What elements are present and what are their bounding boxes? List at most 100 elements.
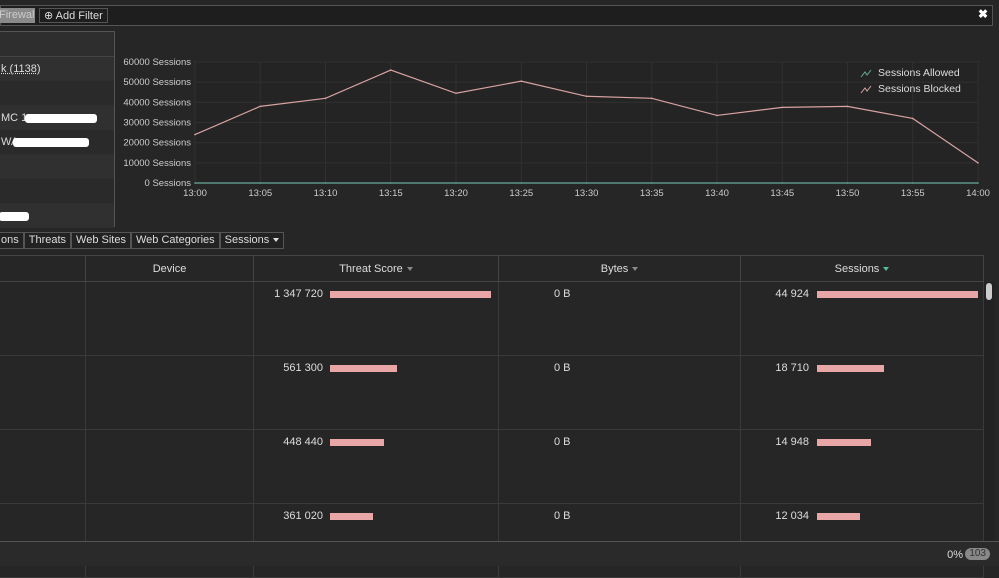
sessions-bar xyxy=(817,291,978,298)
tab-web-categories[interactable]: Web Categories xyxy=(130,232,220,249)
threat-score-value: 448 440 xyxy=(283,436,323,448)
list-item[interactable] xyxy=(0,81,114,106)
data-point xyxy=(520,182,523,184)
list-item-label[interactable]: MC 1 xyxy=(1,111,28,124)
threat-score-value: 1 347 720 xyxy=(274,288,323,300)
threat-score-bar xyxy=(330,291,491,298)
scrollbar[interactable] xyxy=(984,282,995,542)
column-header-sessions[interactable]: Sessions xyxy=(741,256,984,282)
data-point xyxy=(194,133,196,136)
data-point xyxy=(650,182,653,184)
plus-circle-icon: ⊕ xyxy=(44,10,56,22)
threat-score-value: 561 300 xyxy=(283,362,323,374)
cell xyxy=(0,430,86,504)
data-point xyxy=(650,97,653,100)
list-item[interactable]: k (1138) xyxy=(0,56,114,81)
sort-icon xyxy=(406,267,413,272)
list-item[interactable]: WA xyxy=(0,130,114,155)
y-tick-label: 60000 Sessions xyxy=(123,57,191,68)
scrollbar-thumb[interactable] xyxy=(986,283,992,300)
x-tick-label: 13:30 xyxy=(575,188,599,199)
data-point xyxy=(455,92,457,95)
left-list-panel: k (1138) MC 1 WA xyxy=(0,31,115,228)
close-icon[interactable]: ✖ xyxy=(977,7,988,21)
data-point xyxy=(977,182,979,184)
data-point xyxy=(389,182,392,184)
count-badge: 103 xyxy=(965,548,990,560)
sessions-bar xyxy=(817,513,861,520)
list-item[interactable]: MC 1 xyxy=(0,105,114,130)
data-point xyxy=(259,105,262,108)
y-tick-label: 40000 Sessions xyxy=(123,97,191,108)
bytes-value: 0 B xyxy=(554,510,571,522)
bytes-value: 0 B xyxy=(554,362,571,374)
legend-line-icon xyxy=(860,85,872,94)
x-tick-label: 13:40 xyxy=(705,188,729,199)
column-header-threat-score[interactable]: Threat Score xyxy=(254,256,499,282)
list-item[interactable] xyxy=(0,154,114,179)
sessions-cell: 44 924 xyxy=(741,282,984,356)
data-point xyxy=(846,182,849,184)
y-tick-label: 20000 Sessions xyxy=(123,138,191,149)
tab-threats[interactable]: Threats xyxy=(23,232,72,249)
column-header-device[interactable]: Device xyxy=(86,256,254,282)
legend-label[interactable]: Sessions Blocked xyxy=(878,83,961,95)
status-footer: 0% 103 xyxy=(0,541,999,566)
sessions-value: 12 034 xyxy=(775,510,809,522)
tab-web-sites[interactable]: Web Sites xyxy=(71,232,131,249)
y-tick-label: 0 Sessions xyxy=(145,178,192,189)
device-cell xyxy=(86,430,254,504)
filter-bar: Firewall ⊕ Add Filter ✖ xyxy=(0,5,993,26)
table-row[interactable]: 1 347 720 0 B 44 924 xyxy=(0,282,984,356)
threat-score-bar xyxy=(330,439,384,446)
sort-desc-icon xyxy=(883,267,890,272)
cell xyxy=(0,356,86,430)
list-item-label[interactable]: k (1138) xyxy=(1,62,41,75)
cell xyxy=(0,282,86,356)
x-tick-label: 13:05 xyxy=(248,188,272,199)
x-tick-label: 13:25 xyxy=(509,188,533,199)
bytes-value: 0 B xyxy=(554,436,571,448)
x-tick-label: 13:20 xyxy=(444,188,468,199)
column-header-bytes[interactable]: Bytes xyxy=(499,256,741,282)
data-point xyxy=(911,117,914,120)
data-point xyxy=(781,106,784,109)
threat-score-cell: 448 440 xyxy=(254,430,499,504)
redaction xyxy=(13,138,89,147)
progress-percent: 0% xyxy=(947,549,963,561)
sort-icon xyxy=(632,267,639,272)
column-header[interactable] xyxy=(0,256,86,282)
sessions-dropdown-label: Sessions xyxy=(224,234,270,246)
x-tick-label: 14:00 xyxy=(966,188,990,199)
device-cell xyxy=(86,356,254,430)
redaction xyxy=(25,113,97,123)
data-point xyxy=(781,182,784,184)
tab-applications[interactable]: ons xyxy=(0,232,24,249)
sessions-cell: 18 710 xyxy=(741,356,984,430)
bytes-cell: 0 B xyxy=(499,430,741,504)
x-tick-label: 13:55 xyxy=(901,188,925,199)
sessions-bar xyxy=(817,439,871,446)
sessions-line-chart: 0 Sessions 10000 Sessions 20000 Sessions 30… xyxy=(123,57,990,199)
x-tick-label: 13:45 xyxy=(770,188,794,199)
data-point xyxy=(716,182,718,184)
legend-label[interactable]: Sessions Allowed xyxy=(878,67,960,79)
y-tick-label: 50000 Sessions xyxy=(123,77,191,88)
x-tick-label: 13:10 xyxy=(314,188,338,199)
sessions-value: 14 948 xyxy=(775,436,809,448)
device-cell xyxy=(86,282,254,356)
filter-chip-firewall[interactable]: Firewall xyxy=(0,8,35,23)
table-row[interactable]: 561 300 0 B 18 710 xyxy=(0,356,984,430)
table-header: Device Threat Score Bytes Sessions xyxy=(0,255,984,282)
data-point xyxy=(389,69,392,71)
bytes-cell: 0 B xyxy=(499,356,741,430)
add-filter-button[interactable]: ⊕ Add Filter xyxy=(39,8,108,23)
list-item[interactable] xyxy=(0,203,114,228)
x-tick-label: 13:50 xyxy=(836,188,860,199)
sessions-dropdown[interactable]: Sessions xyxy=(219,232,285,249)
threat-score-bar xyxy=(330,365,398,372)
table-row[interactable]: 448 440 0 B 14 948 xyxy=(0,430,984,504)
x-tick-label: 13:35 xyxy=(640,188,664,199)
list-item[interactable] xyxy=(0,179,114,204)
add-filter-label: Add Filter xyxy=(55,10,103,22)
